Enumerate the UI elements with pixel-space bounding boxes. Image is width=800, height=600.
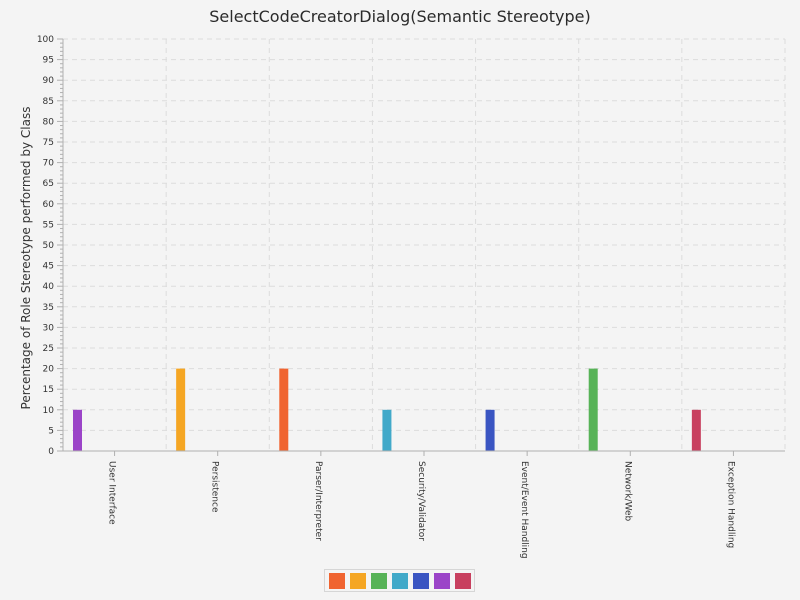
legend-swatch: [412, 572, 429, 589]
y-tick-label: 80: [43, 117, 55, 127]
y-tick-label: 20: [43, 365, 55, 375]
chart-title: SelectCodeCreatorDialog(Semantic Stereot…: [209, 7, 591, 26]
y-tick-label: 40: [43, 282, 55, 292]
y-tick-labels: 0 5 10 15 20 25 30 35 40 45 50 55 60 65 70 75 80 85 90 95 10…: [37, 35, 54, 457]
grid-lines: [63, 38, 786, 451]
x-category-label: Exception Handling: [725, 461, 735, 548]
y-tick-label: 5: [48, 426, 54, 436]
x-category-label: Network/Web: [622, 461, 632, 522]
legend-swatch: [391, 572, 408, 589]
bar: [485, 409, 495, 451]
x-category-label: Security/Validator: [416, 461, 426, 541]
bar: [691, 409, 701, 451]
y-tick-label: 65: [43, 179, 54, 189]
y-tick-label: 25: [43, 344, 54, 354]
y-tick-label: 85: [43, 97, 54, 107]
legend: [324, 569, 475, 592]
x-category-label: User Interface: [107, 461, 117, 525]
y-tick-label: 15: [43, 385, 54, 395]
x-category-labels: User Interface Persistence Parser/Interpre…: [107, 461, 736, 559]
y-tick-label: 0: [48, 447, 54, 457]
legend-swatch: [349, 572, 366, 589]
x-category-label: Persistence: [210, 461, 220, 513]
bar: [382, 409, 392, 451]
legend-swatch: [370, 572, 387, 589]
y-tick-label: 95: [43, 56, 54, 66]
bar: [279, 368, 289, 451]
bar: [588, 368, 598, 451]
x-category-label: Event/Event Handling: [519, 461, 529, 559]
y-tick-label: 60: [43, 200, 55, 210]
axes: [57, 38, 785, 456]
y-tick-label: 45: [43, 262, 54, 272]
y-tick-label: 10: [43, 406, 55, 416]
legend-swatch: [328, 572, 345, 589]
y-tick-label: 75: [43, 138, 54, 148]
y-tick-label: 30: [43, 323, 55, 333]
x-category-label: Parser/Interpreter: [313, 461, 323, 541]
legend-swatch: [454, 572, 471, 589]
y-tick-label: 90: [43, 76, 55, 86]
y-tick-label: 100: [37, 35, 54, 45]
legend-swatch: [433, 572, 450, 589]
bar: [73, 409, 82, 451]
y-tick-label: 50: [43, 241, 55, 251]
y-tick-label: 70: [43, 159, 55, 169]
bar: [176, 368, 186, 451]
y-tick-label: 35: [43, 303, 54, 313]
bars: [73, 368, 701, 451]
y-tick-label: 55: [43, 220, 54, 230]
